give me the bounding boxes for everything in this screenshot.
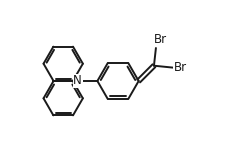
Text: Br: Br	[174, 61, 187, 74]
Text: N: N	[73, 75, 82, 87]
Text: Br: Br	[154, 33, 167, 46]
